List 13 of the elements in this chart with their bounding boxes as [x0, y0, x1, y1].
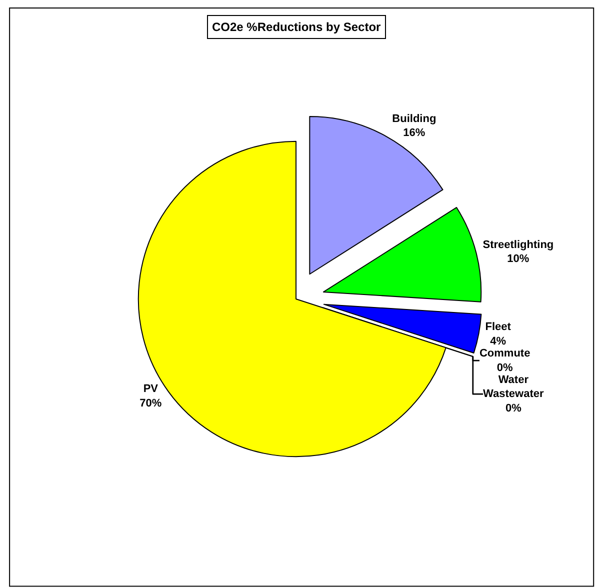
- slice-label: Streetlighting: [482, 238, 554, 251]
- data-label: 70%: [140, 397, 162, 410]
- text: 0%: [505, 402, 522, 414]
- legend-label: Commute: [479, 347, 530, 360]
- category-label: Water Wastewater: [483, 374, 544, 400]
- slice-label: Fleet: [485, 321, 512, 334]
- slice-label: PV: [143, 383, 159, 396]
- chart-title: CO2e %Reductions by Sector: [212, 20, 382, 34]
- data-label: 10%: [507, 253, 530, 266]
- data-label: 16%: [403, 127, 426, 140]
- text: 0%: [496, 362, 513, 374]
- slice-label: Building: [392, 112, 436, 125]
- data-label: 4%: [490, 335, 506, 348]
